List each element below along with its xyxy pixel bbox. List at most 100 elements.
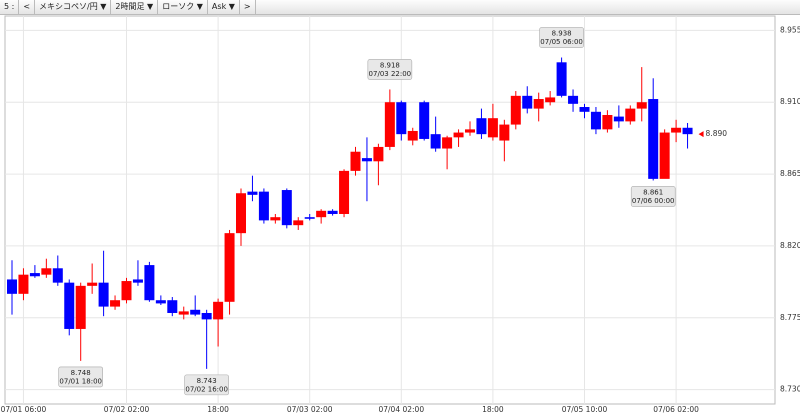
candle-body [384,102,395,147]
candle-body [247,191,258,195]
candle-body [224,233,235,302]
candle-body [430,134,441,149]
candle-body [487,118,498,138]
candle-body [270,217,281,221]
y-tick-label: 8.910 [780,97,800,106]
candle-body [281,190,292,226]
candle-body [316,210,327,218]
candle-body [556,62,567,96]
callout-time: 07/01 18:00 [59,377,102,385]
candle-body [350,151,361,171]
candle-body [453,132,464,138]
chart-type-select[interactable]: ローソク ▼ [158,0,208,14]
candle-body [499,124,510,141]
x-tick-label: 07/05 10:00 [562,405,608,414]
prev-button[interactable]: < [19,0,36,14]
symbol-select[interactable]: メキシコペソ/円 ▼ [35,0,112,14]
y-tick-label: 8.775 [780,313,800,322]
x-tick-label: 18:00 [207,405,229,414]
callout-box [184,374,229,396]
candle-body [144,265,155,301]
candle-body [213,301,224,320]
price-side-select[interactable]: Ask ▼ [208,0,240,14]
candle-body [258,191,269,221]
callout-time: 07/02 16:00 [185,385,228,393]
candle-body [29,273,40,277]
x-tick-label: 07/04 02:00 [378,405,424,414]
callout-box [367,59,413,80]
candle-body [510,95,521,125]
candle-body [396,102,407,135]
candle-body [201,312,212,320]
y-tick-label: 8.730 [780,385,800,394]
candle-body [545,97,556,103]
x-tick-label: 07/03 02:00 [287,405,333,414]
candle-body [636,102,647,109]
candle-body [682,127,693,135]
callout-price: 8.861 [643,188,663,196]
candle-body [659,132,670,179]
candle-body [190,309,201,315]
candle-body [98,282,109,307]
y-tick-label: 8.955 [780,25,800,34]
candle-body [361,158,372,162]
candle-body [304,217,315,219]
callout-time: 07/06 00:00 [632,197,675,205]
candle-body [155,300,166,304]
candle-body [522,95,533,109]
candle-body [625,108,636,122]
candle-body [613,116,624,122]
candle-body [590,111,601,130]
candle-body [121,281,132,301]
candle-body [419,102,430,139]
x-tick-label: 07/02 02:00 [104,405,150,414]
candle-body [373,146,384,162]
candle-body [407,130,418,141]
callout-box [58,366,104,388]
callout-price: 8.938 [552,30,572,38]
callout-price: 8.918 [380,61,400,69]
y-tick-label: 8.865 [780,169,800,178]
candle-body [7,279,17,294]
next-button[interactable]: > [240,0,256,14]
callout-time: 07/05 06:00 [540,38,583,46]
candle-body [579,107,590,112]
candle-body [465,129,475,133]
toolbar: 5 : < メキシコペソ/円 ▼ 2時間足 ▼ ローソク ▼ Ask ▼ > [0,0,800,15]
candle-body [339,170,350,214]
pane-number[interactable]: 5 : [0,0,20,14]
candle-body [442,137,453,149]
callout-price: 8.743 [197,377,217,385]
candle-body [178,311,189,315]
candle-body [236,193,246,234]
candle-body [41,268,52,275]
candle-body [110,300,121,307]
period-select[interactable]: 2時間足 ▼ [111,0,159,14]
current-price-marker [698,131,704,138]
candle-body [52,268,63,283]
candle-body [568,95,579,104]
candle-body [64,282,75,329]
candle-body [167,300,178,313]
callout-box [630,186,676,207]
candle-body [327,210,338,214]
candle-body [18,274,29,294]
callout-price: 8.748 [71,369,91,377]
candle-body [87,282,98,286]
candle-body [602,114,613,130]
callout-time: 07/03 22:00 [369,70,412,78]
current-price-label: 8.890 [706,129,728,138]
x-tick-label: 07/06 02:00 [653,405,699,414]
plot-frame [4,15,776,405]
callout-box [539,27,584,48]
candle-body [671,127,682,133]
candle-body [476,118,487,135]
y-tick-label: 8.820 [780,241,800,250]
candle-body [533,99,544,109]
